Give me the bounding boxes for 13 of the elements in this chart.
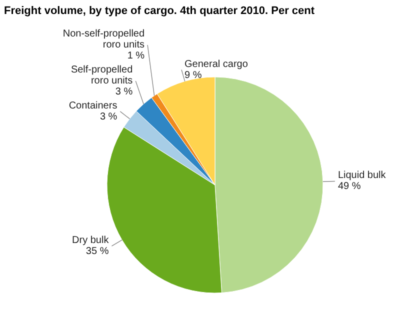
slice-label: Containers	[68, 100, 118, 112]
data-label: 49 %	[338, 181, 361, 192]
data-label: 1 %	[127, 50, 145, 62]
data-label: 3 %	[100, 111, 118, 122]
slice-label: Self-propelled roro units	[70, 64, 133, 86]
data-label: 9 %	[184, 70, 202, 81]
slice-label: General cargo	[184, 58, 248, 70]
slice-label: Non-self-propelled roro units	[62, 28, 145, 50]
slice-label: Dry bulk	[72, 235, 110, 246]
slice-label: Liquid bulk	[338, 170, 387, 182]
data-label: 35 %	[86, 246, 109, 258]
data-label: 3 %	[115, 86, 133, 98]
chart-title: Freight volume, by type of cargo. 4th quarter 2010. Per cent	[4, 5, 315, 17]
